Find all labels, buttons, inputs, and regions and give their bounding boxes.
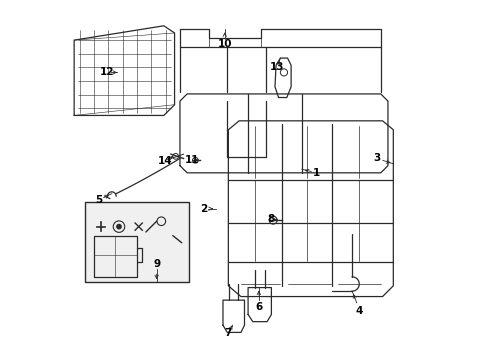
Text: 7: 7 (224, 328, 232, 338)
Circle shape (117, 225, 121, 229)
Text: 13: 13 (269, 62, 284, 72)
Text: 12: 12 (100, 67, 115, 77)
Text: 6: 6 (255, 302, 262, 312)
Text: 10: 10 (217, 39, 231, 49)
Text: 1: 1 (312, 168, 319, 178)
Text: 11: 11 (185, 155, 199, 165)
Text: 4: 4 (355, 306, 362, 316)
Text: 14: 14 (157, 156, 172, 166)
Text: 3: 3 (373, 153, 380, 163)
Text: 9: 9 (153, 259, 160, 269)
Text: 2: 2 (199, 204, 206, 214)
Bar (85, 202, 188, 282)
Text: 8: 8 (267, 215, 274, 224)
Text: 5: 5 (96, 195, 102, 205)
